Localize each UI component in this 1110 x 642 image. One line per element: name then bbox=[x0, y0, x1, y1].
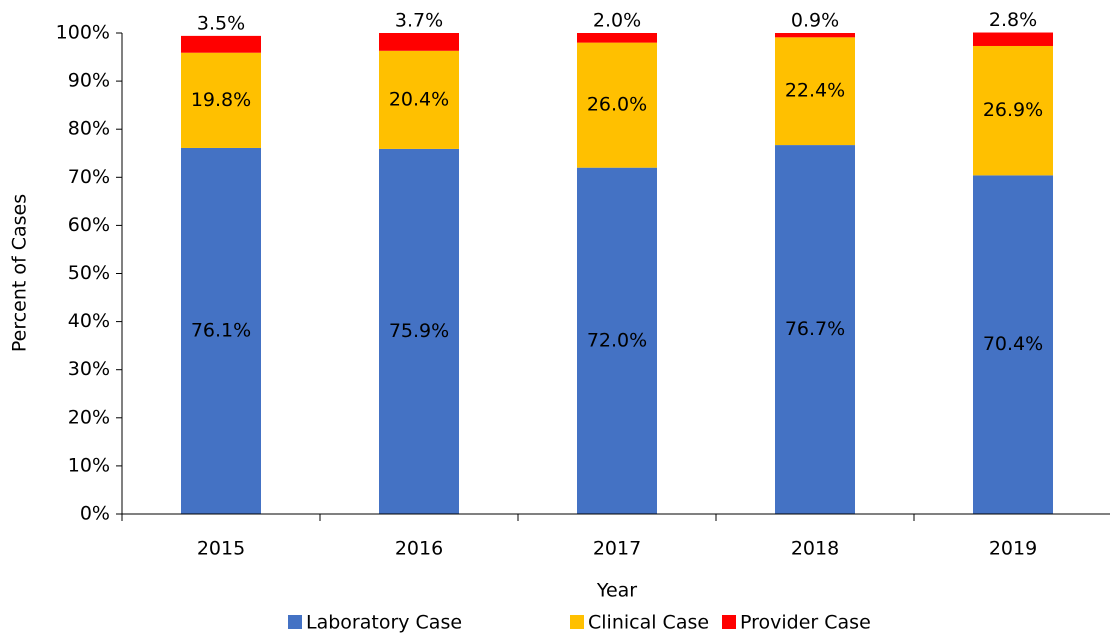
bar-segment bbox=[379, 148, 459, 514]
y-tick-label: 50% bbox=[68, 262, 110, 284]
data-label: 3.5% bbox=[197, 12, 245, 34]
bar-segment bbox=[379, 50, 459, 149]
bar-segment bbox=[973, 175, 1053, 514]
y-tick-label: 10% bbox=[68, 454, 110, 476]
legend-swatch bbox=[288, 615, 302, 629]
y-tick-label: 30% bbox=[68, 358, 110, 380]
data-label: 76.7% bbox=[785, 318, 845, 340]
data-label: 2.8% bbox=[989, 9, 1037, 31]
bar-segment bbox=[181, 35, 261, 53]
bar-segment bbox=[775, 145, 855, 514]
data-label: 26.0% bbox=[587, 94, 647, 116]
bar-segment bbox=[775, 33, 855, 38]
bar-segment bbox=[973, 45, 1053, 176]
x-tick-label: 2015 bbox=[197, 538, 245, 560]
y-axis-title: Percent of Cases bbox=[9, 194, 31, 352]
bar-segment bbox=[577, 33, 657, 43]
bar-segment bbox=[181, 147, 261, 515]
data-label: 0.9% bbox=[791, 10, 839, 32]
x-tick-label: 2017 bbox=[593, 538, 641, 560]
y-tick-label: 100% bbox=[56, 22, 110, 44]
data-label: 3.7% bbox=[395, 10, 443, 32]
data-label: 19.8% bbox=[191, 89, 251, 111]
bar-segment bbox=[181, 52, 261, 148]
data-label: 70.4% bbox=[983, 333, 1043, 355]
y-tick-label: 60% bbox=[68, 214, 110, 236]
y-tick-label: 20% bbox=[68, 406, 110, 428]
data-label: 76.1% bbox=[191, 319, 251, 341]
x-axis-title: Year bbox=[596, 580, 637, 602]
data-label: 26.9% bbox=[983, 99, 1043, 121]
data-label: 20.4% bbox=[389, 88, 449, 110]
y-tick-label: 90% bbox=[68, 70, 110, 92]
bar-segment bbox=[775, 37, 855, 146]
x-tick-label: 2018 bbox=[791, 538, 839, 560]
data-label: 2.0% bbox=[593, 10, 641, 32]
y-tick-label: 0% bbox=[80, 503, 110, 525]
y-tick-label: 70% bbox=[68, 166, 110, 188]
legend-label: Laboratory Case bbox=[306, 612, 462, 634]
legend-swatch bbox=[722, 615, 736, 629]
legend-swatch bbox=[570, 615, 584, 629]
x-tick-label: 2016 bbox=[395, 538, 443, 560]
data-label: 22.4% bbox=[785, 80, 845, 102]
y-tick-label: 80% bbox=[68, 118, 110, 140]
x-tick-label: 2019 bbox=[989, 538, 1037, 560]
y-tick-label: 40% bbox=[68, 310, 110, 332]
bar-segment bbox=[577, 42, 657, 168]
bar-segment bbox=[379, 33, 459, 51]
bar-segment bbox=[973, 32, 1053, 46]
bar-segment bbox=[577, 167, 657, 514]
legend-label: Provider Case bbox=[740, 612, 871, 634]
data-label: 75.9% bbox=[389, 320, 449, 342]
legend-label: Clinical Case bbox=[588, 612, 709, 634]
data-label: 72.0% bbox=[587, 329, 647, 351]
